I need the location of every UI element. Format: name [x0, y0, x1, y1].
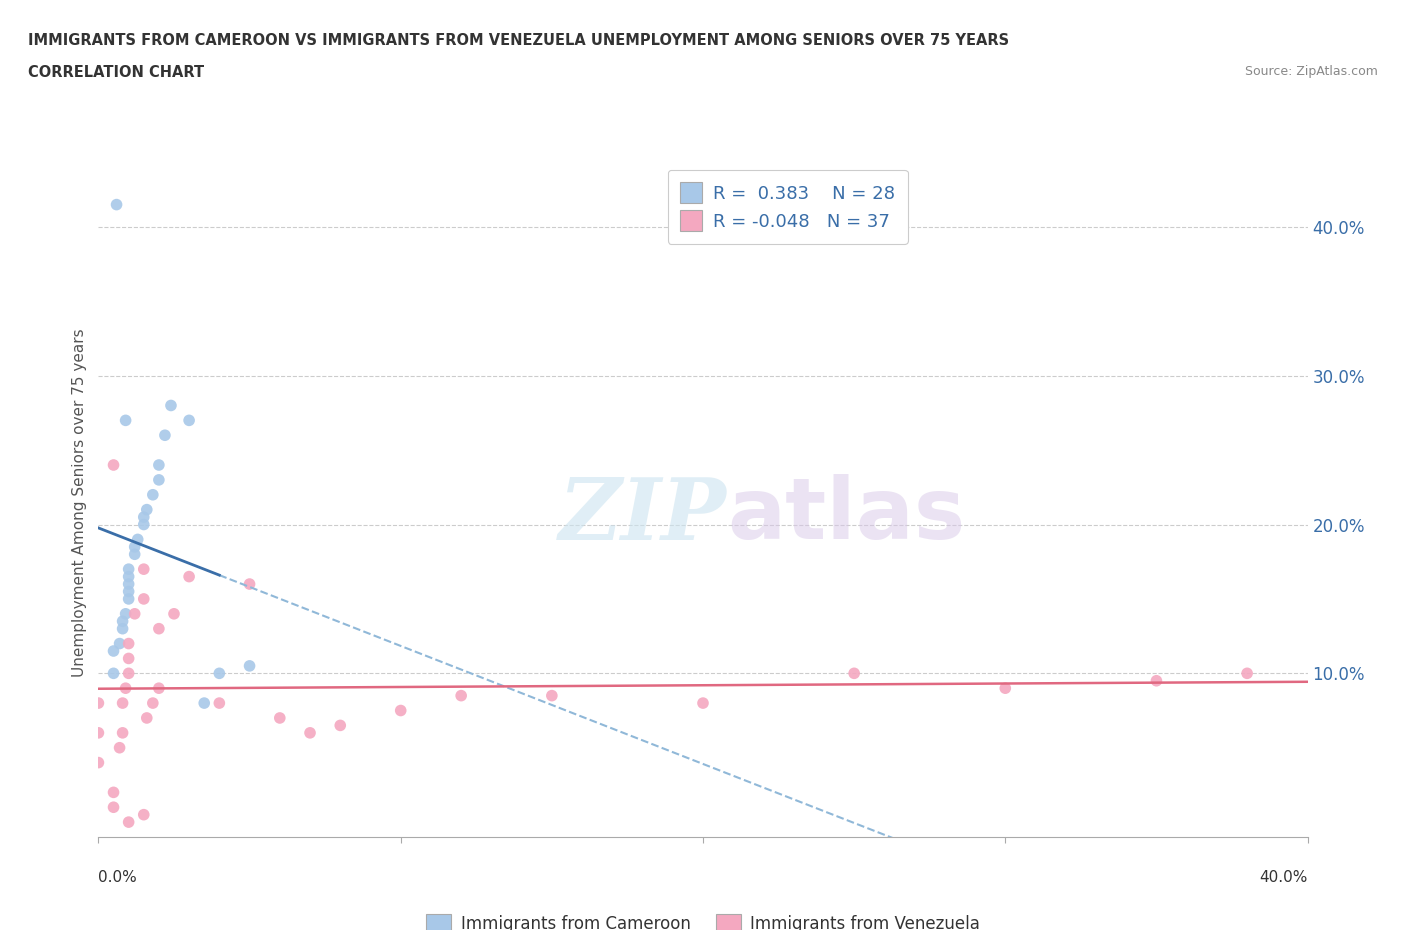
- Text: atlas: atlas: [727, 474, 966, 557]
- Point: [118, 569, 141, 584]
- Point: [87, 725, 110, 740]
- Point: [103, 785, 125, 800]
- Point: [269, 711, 291, 725]
- Text: ZIP: ZIP: [560, 474, 727, 557]
- Point: [148, 458, 170, 472]
- Point: [118, 666, 141, 681]
- Point: [299, 725, 322, 740]
- Point: [148, 681, 170, 696]
- Point: [132, 562, 155, 577]
- Point: [389, 703, 412, 718]
- Point: [103, 666, 125, 681]
- Text: Source: ZipAtlas.com: Source: ZipAtlas.com: [1244, 65, 1378, 78]
- Point: [148, 621, 170, 636]
- Point: [124, 539, 146, 554]
- Point: [994, 681, 1017, 696]
- Legend: Immigrants from Cameroon, Immigrants from Venezuela: Immigrants from Cameroon, Immigrants fro…: [418, 906, 988, 930]
- Point: [163, 606, 186, 621]
- Point: [114, 681, 136, 696]
- Point: [103, 644, 125, 658]
- Point: [108, 636, 131, 651]
- Point: [1144, 673, 1167, 688]
- Point: [132, 807, 155, 822]
- Point: [118, 815, 141, 830]
- Point: [179, 569, 201, 584]
- Point: [111, 621, 134, 636]
- Point: [103, 458, 125, 472]
- Point: [132, 517, 155, 532]
- Point: [239, 577, 262, 591]
- Point: [111, 725, 134, 740]
- Point: [450, 688, 472, 703]
- Point: [1236, 666, 1258, 681]
- Point: [118, 636, 141, 651]
- Point: [118, 591, 141, 606]
- Point: [124, 606, 146, 621]
- Point: [111, 696, 134, 711]
- Point: [208, 696, 231, 711]
- Text: CORRELATION CHART: CORRELATION CHART: [28, 65, 204, 80]
- Point: [844, 666, 866, 681]
- Point: [108, 740, 131, 755]
- Point: [124, 547, 146, 562]
- Point: [132, 510, 155, 525]
- Text: 0.0%: 0.0%: [98, 870, 138, 884]
- Point: [132, 591, 155, 606]
- Point: [208, 666, 231, 681]
- Point: [148, 472, 170, 487]
- Point: [111, 614, 134, 629]
- Point: [127, 532, 149, 547]
- Text: 40.0%: 40.0%: [1260, 870, 1308, 884]
- Point: [142, 487, 165, 502]
- Point: [87, 755, 110, 770]
- Point: [135, 711, 157, 725]
- Point: [118, 562, 141, 577]
- Point: [692, 696, 714, 711]
- Point: [179, 413, 201, 428]
- Text: IMMIGRANTS FROM CAMEROON VS IMMIGRANTS FROM VENEZUELA UNEMPLOYMENT AMONG SENIORS: IMMIGRANTS FROM CAMEROON VS IMMIGRANTS F…: [28, 33, 1010, 47]
- Point: [118, 577, 141, 591]
- Point: [103, 800, 125, 815]
- Point: [114, 606, 136, 621]
- Point: [114, 413, 136, 428]
- Y-axis label: Unemployment Among Seniors over 75 years: Unemployment Among Seniors over 75 years: [72, 328, 87, 676]
- Point: [153, 428, 176, 443]
- Point: [105, 197, 128, 212]
- Point: [118, 651, 141, 666]
- Point: [142, 696, 165, 711]
- Point: [160, 398, 183, 413]
- Point: [193, 696, 215, 711]
- Point: [540, 688, 562, 703]
- Point: [135, 502, 157, 517]
- Point: [329, 718, 352, 733]
- Point: [239, 658, 262, 673]
- Point: [118, 584, 141, 599]
- Point: [87, 696, 110, 711]
